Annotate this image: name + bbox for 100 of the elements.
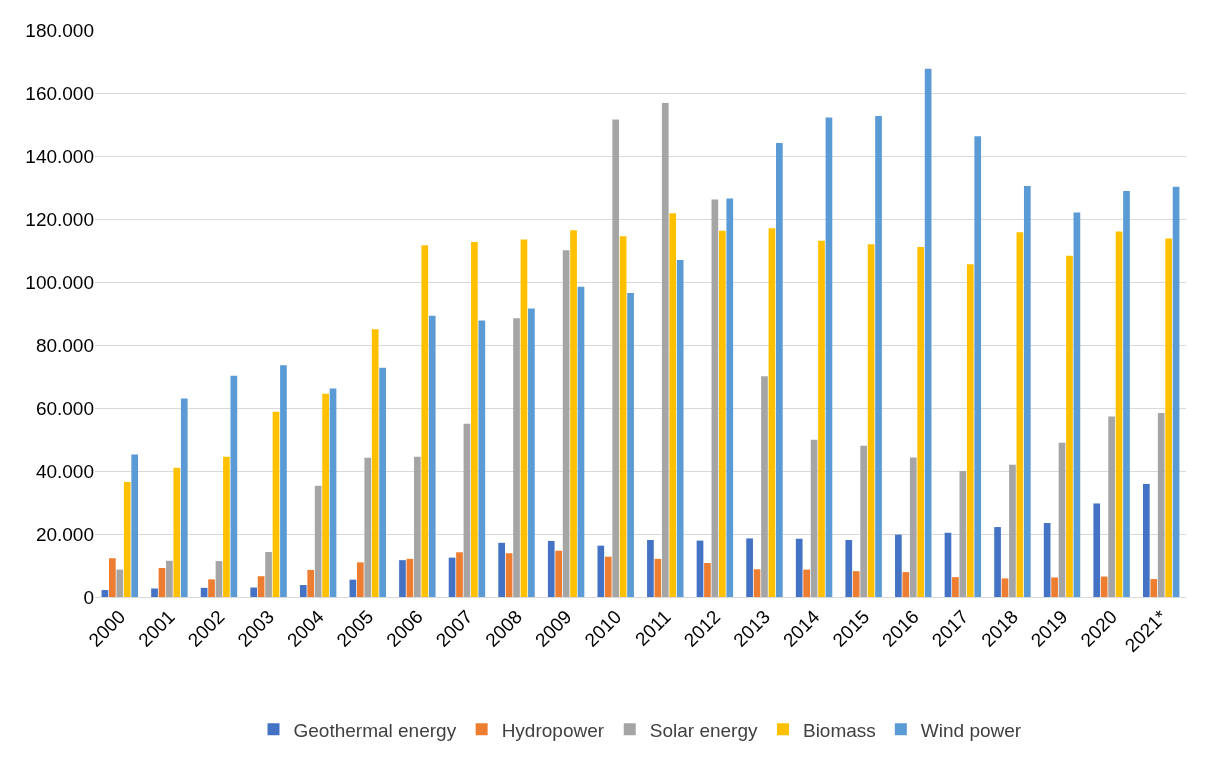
bar — [776, 143, 783, 597]
y-tick-label: 140.000 — [25, 145, 94, 167]
y-tick-label: 100.000 — [25, 271, 94, 293]
bar — [356, 562, 364, 597]
bar — [711, 199, 719, 597]
bar — [959, 471, 967, 597]
y-tick-label: 160.000 — [25, 82, 94, 104]
legend-label: Geothermal energy — [293, 719, 457, 741]
bar — [825, 117, 833, 597]
y-tick-label: 80.000 — [35, 334, 94, 356]
bar — [428, 315, 436, 597]
bar — [619, 236, 627, 597]
bar — [909, 457, 917, 597]
legend-label: Wind power — [920, 719, 1022, 741]
bar — [421, 245, 429, 597]
legend-label: Solar energy — [649, 719, 758, 741]
bar — [718, 230, 726, 597]
bar — [761, 376, 768, 597]
bar — [223, 456, 230, 597]
bar — [456, 552, 463, 597]
bar — [1150, 579, 1158, 597]
bar — [1001, 578, 1009, 597]
bar — [746, 538, 753, 597]
bar — [895, 534, 902, 597]
bar — [123, 482, 131, 597]
bar — [902, 572, 910, 597]
bar — [230, 375, 238, 597]
bar — [513, 318, 520, 597]
bar — [647, 539, 654, 597]
bar — [753, 569, 761, 597]
bar — [562, 250, 570, 597]
bar — [158, 568, 166, 597]
bar — [1172, 186, 1180, 597]
bar — [379, 367, 386, 597]
bar — [505, 553, 513, 597]
bar — [555, 550, 563, 597]
bar — [627, 293, 634, 597]
bar — [364, 457, 372, 597]
bar — [520, 239, 528, 597]
bar — [867, 244, 875, 597]
bar — [803, 569, 810, 597]
bar — [1009, 464, 1016, 597]
bar — [1165, 238, 1172, 597]
bar — [661, 103, 669, 597]
bar — [768, 228, 776, 597]
bar — [314, 485, 322, 597]
bar — [116, 569, 124, 597]
bar — [399, 560, 406, 597]
bar — [528, 308, 535, 597]
y-tick-label: 40.000 — [35, 460, 94, 482]
bar — [1051, 577, 1058, 597]
bar — [818, 240, 825, 597]
bar — [875, 116, 882, 597]
y-tick-label: 120.000 — [25, 208, 94, 230]
bar — [471, 242, 478, 597]
y-tick-label: 60.000 — [35, 397, 94, 419]
bar — [131, 454, 139, 597]
bar — [924, 68, 932, 597]
y-tick-label: 0 — [83, 586, 94, 608]
bar — [1043, 522, 1051, 597]
bar — [371, 329, 379, 597]
bar — [478, 320, 486, 597]
bar — [272, 411, 280, 597]
bar — [1093, 503, 1101, 597]
y-tick-label: 180.000 — [25, 19, 94, 41]
bar — [257, 576, 265, 597]
bar — [265, 551, 272, 597]
bar — [413, 456, 421, 597]
bar — [676, 259, 684, 597]
bar — [151, 588, 158, 597]
bar — [1108, 416, 1115, 597]
legend-label: Hydropower — [501, 719, 605, 741]
bar — [208, 579, 215, 597]
bar — [101, 590, 109, 597]
bar — [1157, 413, 1165, 597]
bar — [974, 136, 982, 597]
bar — [250, 587, 258, 597]
bar — [1023, 185, 1031, 597]
bar — [1142, 483, 1150, 597]
bar — [726, 198, 734, 597]
y-tick-label: 20.000 — [35, 523, 94, 545]
bar — [329, 388, 337, 597]
bar — [952, 577, 959, 597]
bar — [322, 393, 329, 597]
bar — [795, 538, 803, 597]
bar — [1016, 232, 1024, 597]
bar — [669, 213, 677, 597]
bar — [852, 571, 860, 597]
bar — [917, 247, 925, 597]
bar — [704, 562, 711, 597]
bar — [845, 539, 853, 597]
bar — [299, 585, 307, 597]
bar — [280, 365, 287, 597]
bar — [166, 560, 173, 597]
bar — [109, 558, 116, 597]
bar — [547, 540, 555, 597]
bar — [570, 230, 577, 597]
bar — [1073, 212, 1081, 597]
bar — [994, 527, 1001, 597]
bar — [498, 542, 505, 597]
